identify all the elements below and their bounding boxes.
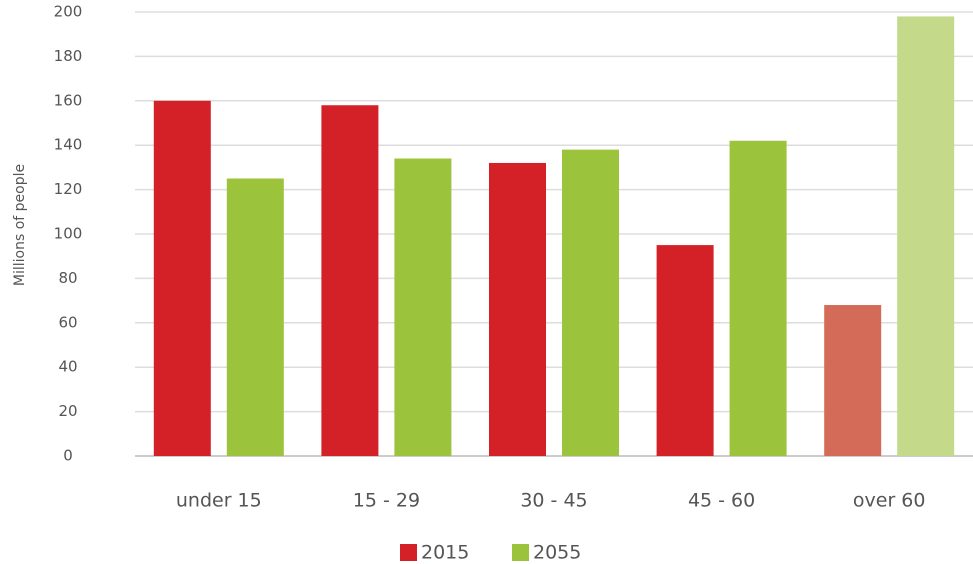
y-axis-label: Millions of people [12,164,28,286]
y-tick-label: 180 [54,47,83,65]
x-tick-label: 15 - 29 [353,490,420,512]
bar [656,245,714,456]
x-tick-label: over 60 [853,490,926,512]
legend-swatch [400,544,417,561]
y-tick-label: 160 [54,91,83,109]
y-tick-label: 100 [54,225,83,243]
legend-swatch [512,544,529,561]
x-tick-label: 30 - 45 [520,490,587,512]
y-tick-label: 20 [58,402,77,420]
y-tick-label: 80 [58,269,77,287]
bar [729,140,787,456]
legend-label: 2055 [533,542,581,564]
legend-label: 2015 [421,542,469,564]
y-tick-label: 120 [54,180,83,198]
bar [824,305,882,456]
bar [153,100,211,457]
bar [394,158,452,456]
bar [321,105,379,457]
x-tick-label: 45 - 60 [688,490,755,512]
y-tick-label: 0 [63,447,73,465]
y-tick-label: 60 [58,313,77,331]
y-tick-label: 140 [54,136,83,154]
bar [489,162,546,456]
bar [226,178,284,456]
bar [562,149,619,456]
y-tick-label: 40 [58,358,77,376]
x-tick-label: under 15 [176,490,262,512]
y-tick-label: 200 [54,3,83,21]
bar [897,16,955,456]
